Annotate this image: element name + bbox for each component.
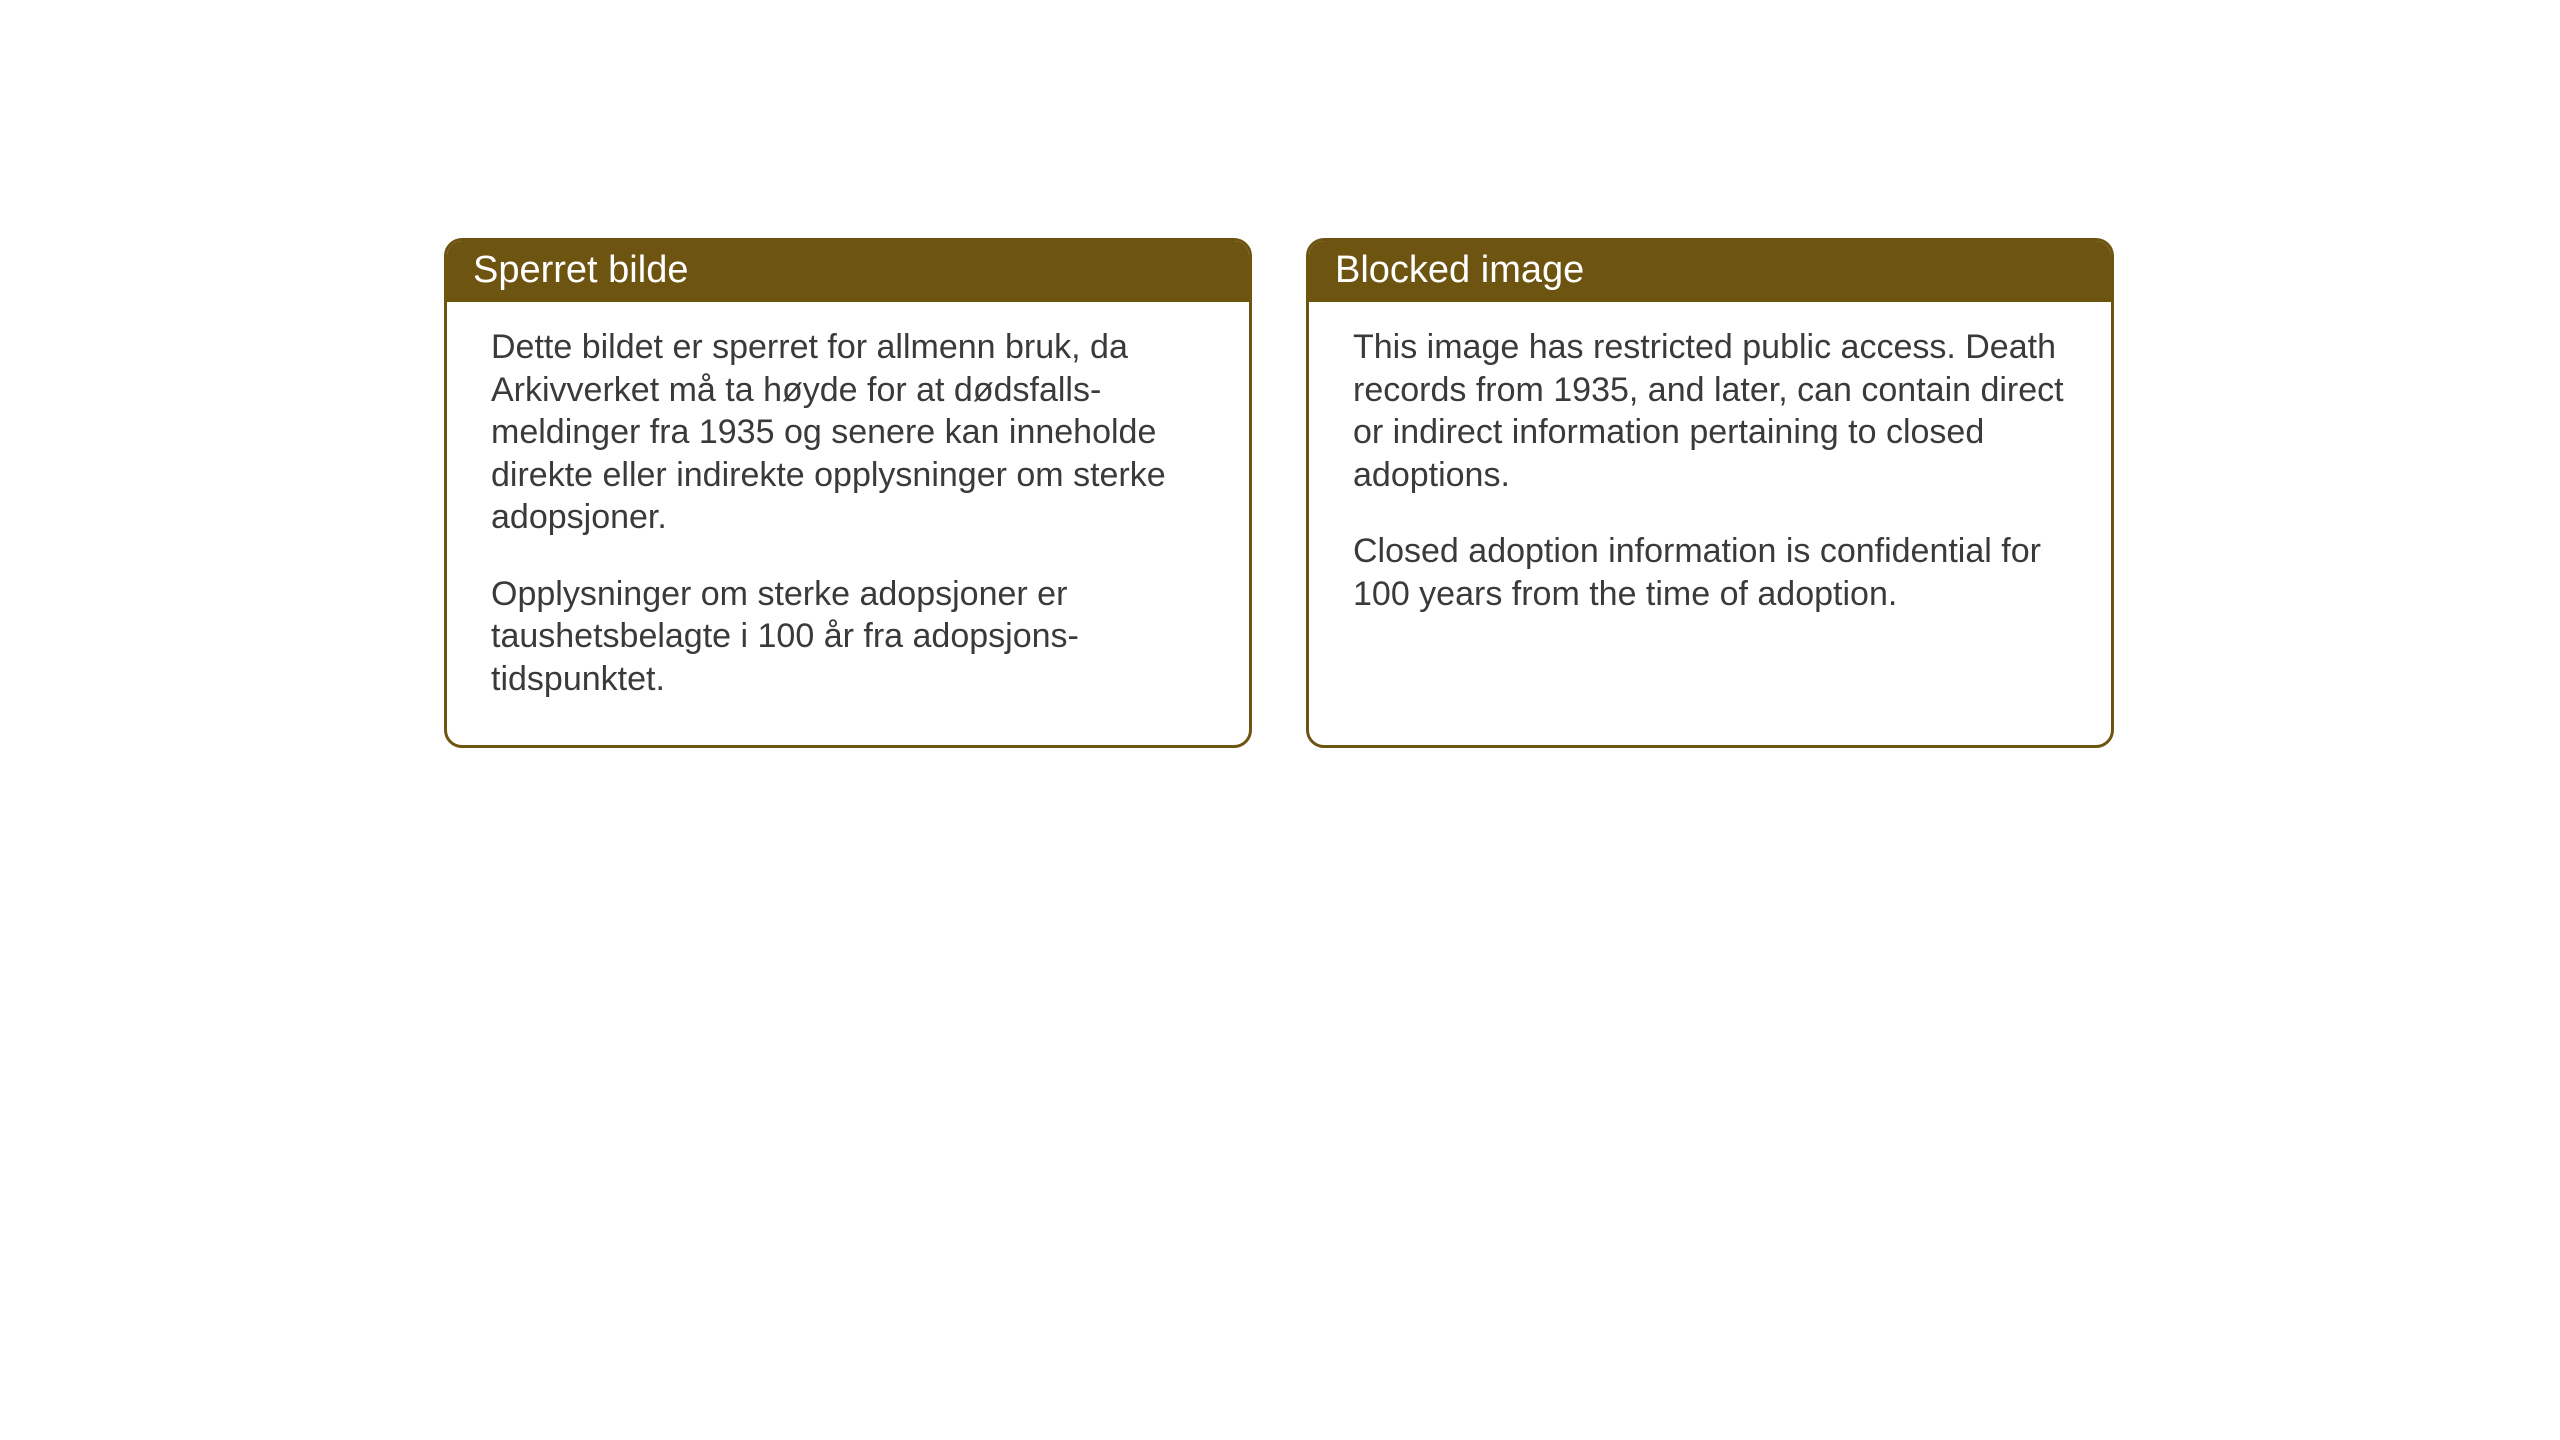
notice-body-norwegian: Dette bildet er sperret for allmenn bruk… bbox=[447, 302, 1249, 734]
notice-box-norwegian: Sperret bilde Dette bildet er sperret fo… bbox=[444, 238, 1252, 748]
notice-para2-english: Closed adoption information is confident… bbox=[1353, 530, 2067, 615]
notice-title-english: Blocked image bbox=[1335, 249, 1584, 291]
notice-box-english: Blocked image This image has restricted … bbox=[1306, 238, 2114, 748]
notice-header-english: Blocked image bbox=[1309, 241, 2111, 302]
notice-para1-norwegian: Dette bildet er sperret for allmenn bruk… bbox=[491, 326, 1205, 539]
notice-container: Sperret bilde Dette bildet er sperret fo… bbox=[444, 238, 2114, 748]
notice-para1-english: This image has restricted public access.… bbox=[1353, 326, 2067, 496]
notice-title-norwegian: Sperret bilde bbox=[473, 249, 688, 291]
notice-body-english: This image has restricted public access.… bbox=[1309, 302, 2111, 649]
notice-para2-norwegian: Opplysninger om sterke adopsjoner er tau… bbox=[491, 573, 1205, 701]
notice-header-norwegian: Sperret bilde bbox=[447, 241, 1249, 302]
